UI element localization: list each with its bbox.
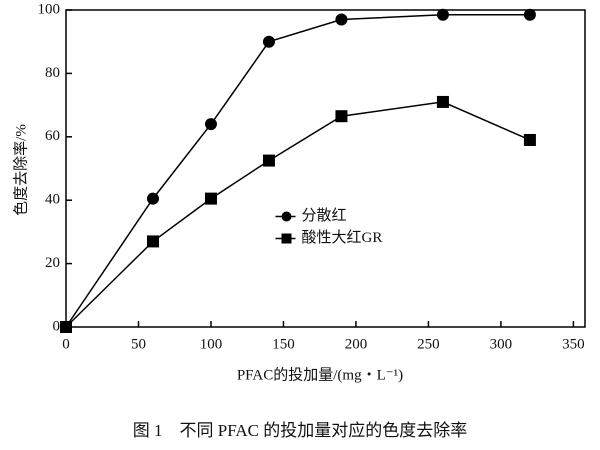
legend-label: 分散红 — [302, 207, 347, 224]
legend-label: 酸性大红GR — [302, 229, 383, 246]
x-tick-label: 100 — [200, 336, 223, 352]
y-tick-label: 40 — [45, 192, 60, 208]
marker — [523, 8, 536, 21]
legend-marker — [281, 211, 292, 222]
marker — [204, 118, 217, 131]
plot-frame — [65, 9, 586, 328]
y-tick-label: 100 — [38, 1, 61, 17]
caption: 图 1 不同 PFAC 的投加量对应的色度去除率 — [133, 421, 468, 440]
marker — [335, 13, 348, 26]
y-tick-label: 80 — [45, 65, 60, 81]
x-tick-label: 350 — [562, 336, 585, 352]
x-tick-label: 50 — [131, 336, 146, 352]
y-tick-label: 20 — [45, 255, 60, 271]
x-tick-label: 150 — [272, 336, 295, 352]
marker — [436, 8, 449, 21]
marker — [204, 192, 217, 205]
y-tick-label: 0 — [53, 318, 61, 334]
legend-marker — [281, 233, 292, 244]
series-line — [65, 101, 531, 328]
x-tick-label: 0 — [62, 336, 70, 352]
x-tick-label: 300 — [490, 336, 513, 352]
x-tick-label: 250 — [417, 336, 440, 352]
marker — [335, 110, 348, 123]
y-axis-label: 色度去除率/% — [12, 124, 29, 216]
marker — [60, 321, 72, 333]
marker — [262, 35, 275, 48]
marker — [262, 154, 275, 167]
y-tick-label: 60 — [45, 128, 60, 144]
marker — [523, 133, 536, 146]
marker — [146, 235, 159, 248]
marker — [436, 95, 449, 108]
series-line — [65, 14, 530, 328]
x-tick-label: 200 — [345, 336, 368, 352]
x-axis-label: PFAC的投加量/(mg・L⁻¹) — [237, 366, 403, 383]
marker — [146, 192, 159, 205]
